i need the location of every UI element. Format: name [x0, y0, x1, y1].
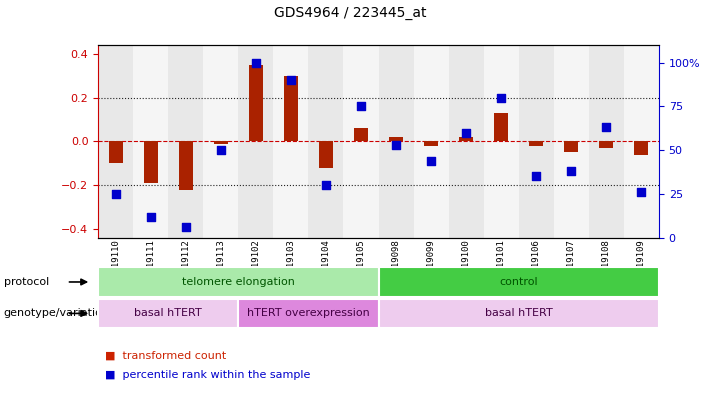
Point — [320, 182, 332, 188]
Bar — [133, 45, 168, 238]
Text: control: control — [499, 277, 538, 287]
Bar — [484, 45, 519, 238]
Bar — [599, 141, 613, 148]
Bar — [179, 141, 193, 189]
Text: ■  transformed count: ■ transformed count — [105, 351, 226, 361]
Bar — [284, 76, 298, 141]
Point — [250, 60, 261, 66]
Bar — [634, 141, 648, 154]
Point — [461, 130, 472, 136]
Text: GDS4964 / 223445_at: GDS4964 / 223445_at — [274, 6, 427, 20]
Bar — [168, 45, 203, 238]
Point — [110, 191, 121, 197]
Bar — [529, 141, 543, 146]
Point — [390, 142, 402, 148]
Bar — [624, 45, 659, 238]
Bar — [144, 141, 158, 183]
Bar — [449, 45, 484, 238]
Bar — [554, 45, 589, 238]
Text: genotype/variation: genotype/variation — [4, 309, 109, 318]
Point — [566, 168, 577, 174]
Bar — [343, 45, 379, 238]
Point — [215, 147, 226, 153]
Bar — [379, 45, 414, 238]
Text: basal hTERT: basal hTERT — [135, 309, 202, 318]
Bar — [389, 137, 403, 141]
Bar — [414, 45, 449, 238]
Point — [636, 189, 647, 195]
Point — [355, 103, 367, 110]
Bar — [564, 141, 578, 152]
Bar — [203, 45, 238, 238]
Bar — [109, 141, 123, 163]
Bar — [249, 65, 263, 141]
Bar — [589, 45, 624, 238]
Text: hTERT overexpression: hTERT overexpression — [247, 309, 370, 318]
Text: telomere elongation: telomere elongation — [182, 277, 295, 287]
Point — [285, 77, 297, 83]
Bar — [354, 129, 368, 141]
Bar — [238, 45, 273, 238]
Bar — [308, 45, 343, 238]
Bar — [319, 141, 333, 168]
Bar — [494, 113, 508, 141]
Text: ■  percentile rank within the sample: ■ percentile rank within the sample — [105, 370, 311, 380]
Bar — [214, 141, 228, 144]
Text: basal hTERT: basal hTERT — [485, 309, 552, 318]
Text: protocol: protocol — [4, 277, 49, 287]
Point — [145, 214, 156, 220]
Point — [426, 158, 437, 164]
Bar — [424, 141, 438, 146]
Point — [531, 173, 542, 180]
Bar — [273, 45, 308, 238]
Point — [601, 124, 612, 130]
Bar — [98, 45, 133, 238]
Bar — [459, 137, 473, 141]
Point — [180, 224, 191, 230]
Bar — [519, 45, 554, 238]
Point — [496, 95, 507, 101]
